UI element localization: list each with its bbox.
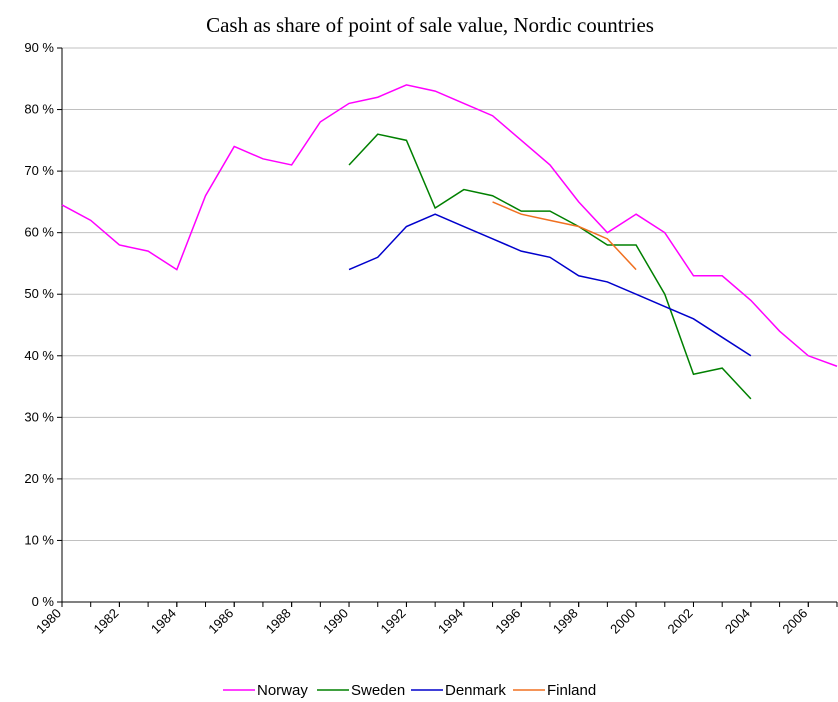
x-tick-label: 1988	[263, 606, 294, 637]
x-tick-label: 2000	[607, 606, 638, 637]
x-tick-label: 1994	[435, 606, 466, 637]
chart-title: Cash as share of point of sale value, No…	[206, 13, 654, 37]
x-tick-label: 2002	[665, 606, 696, 637]
line-series	[348, 133, 752, 400]
y-tick-label: 30 %	[24, 409, 54, 424]
y-tick-label: 20 %	[24, 471, 54, 486]
y-tick-label: 50 %	[24, 286, 54, 301]
x-tick-label: 1982	[90, 606, 121, 637]
x-tick-label: 1986	[205, 606, 236, 637]
y-tick-label: 0 %	[32, 594, 55, 609]
line-series	[61, 84, 838, 367]
x-tick-label: 1996	[492, 606, 523, 637]
x-tick-label: 1998	[550, 606, 581, 637]
legend-label: Denmark	[445, 682, 506, 699]
y-tick-label: 80 %	[24, 102, 54, 117]
line-series	[492, 201, 637, 271]
y-tick-label: 40 %	[24, 348, 54, 363]
legend-label: Finland	[547, 682, 596, 699]
line-series	[348, 213, 752, 357]
legend-label: Sweden	[351, 682, 405, 699]
legend-label: Norway	[257, 682, 308, 699]
x-tick-label: 2006	[779, 606, 810, 637]
x-tick-label: 1984	[148, 606, 179, 637]
y-tick-label: 60 %	[24, 225, 54, 240]
y-tick-label: 10 %	[24, 532, 54, 547]
x-tick-label: 1992	[378, 606, 409, 637]
x-tick-label: 1980	[33, 606, 64, 637]
y-tick-label: 90 %	[24, 40, 54, 55]
x-tick-label: 2004	[722, 606, 753, 637]
x-tick-label: 1990	[320, 606, 351, 637]
y-tick-label: 70 %	[24, 163, 54, 178]
